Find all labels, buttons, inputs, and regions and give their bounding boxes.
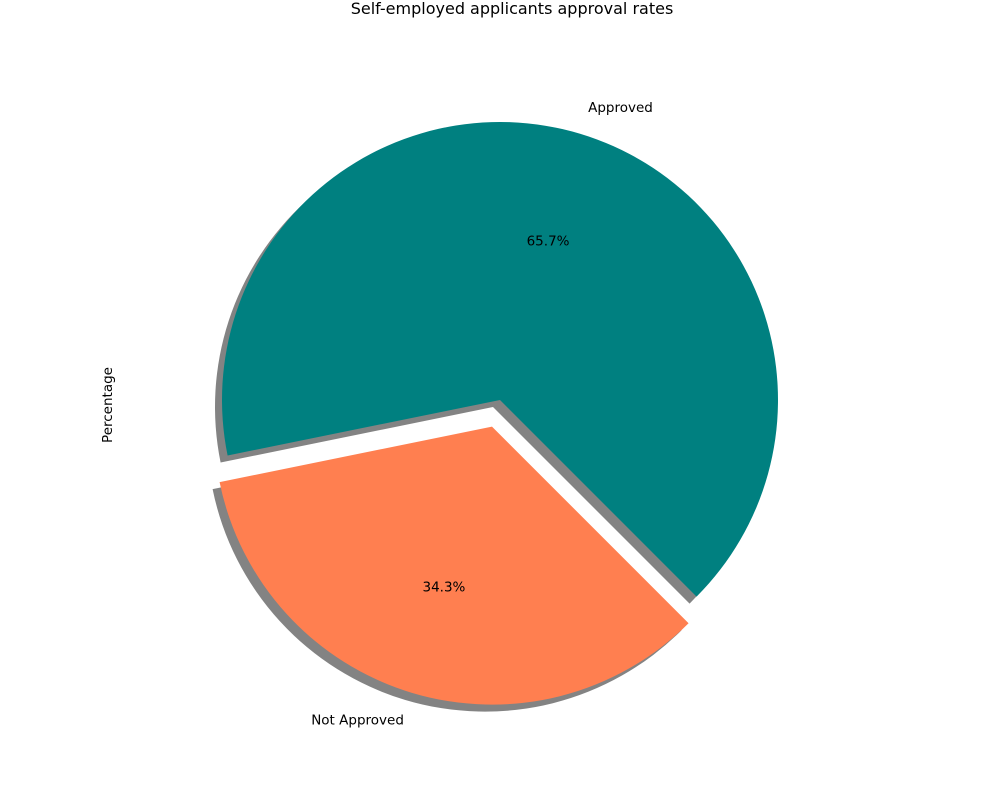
pie-label-layer: Approved 65.7% Not Approved 34.3% [311, 100, 653, 728]
slice-percent-label-approved: 65.7% [527, 233, 570, 249]
y-axis-label: Percentage [100, 367, 116, 443]
pie-slice-layer [219, 122, 778, 705]
chart-title: Self-employed applicants approval rates [351, 0, 674, 18]
pie-slice-not-approved [219, 426, 689, 705]
slice-label-approved: Approved [588, 100, 653, 116]
slice-label-not-approved: Not Approved [311, 712, 404, 728]
slice-percent-label-not-approved: 34.3% [423, 579, 466, 595]
pie-slice-approved [221, 122, 778, 597]
